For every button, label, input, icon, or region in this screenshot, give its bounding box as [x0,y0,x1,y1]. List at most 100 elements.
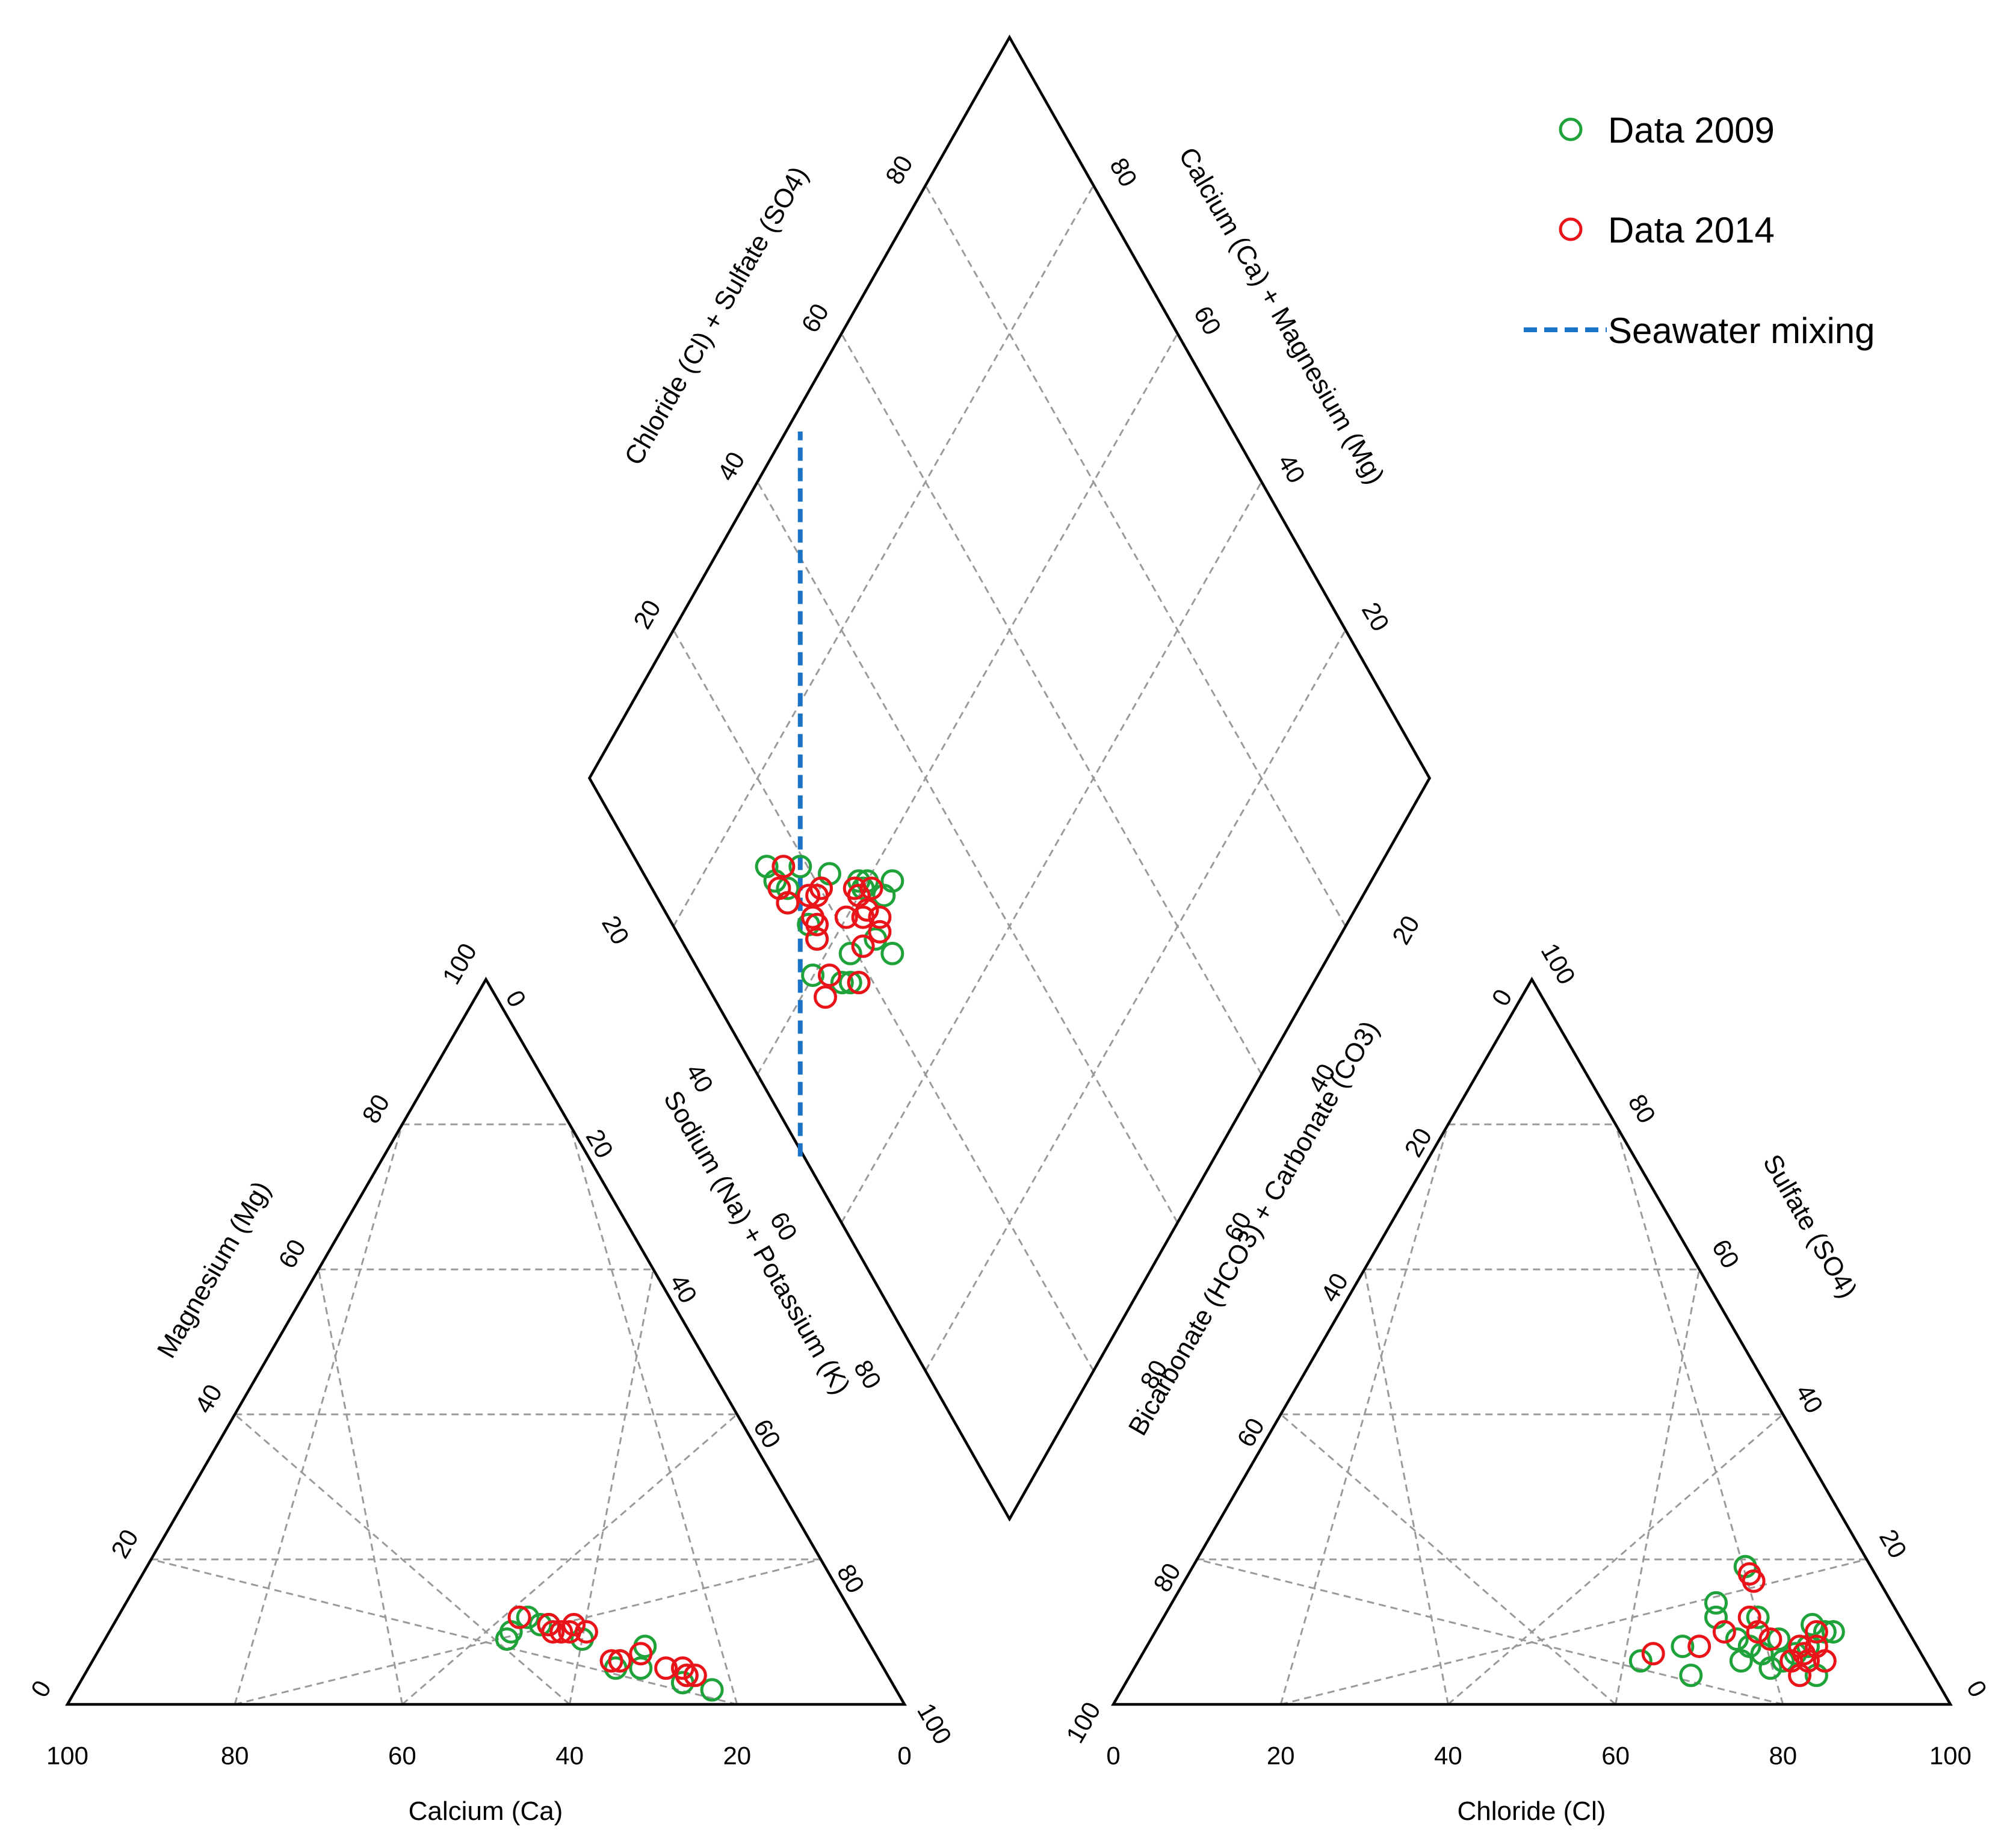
anion-point-2014 [1742,1569,1766,1593]
anion-point-2009 [1725,1627,1749,1651]
cation-point-2014 [654,1656,678,1680]
diamond-point-2009 [776,876,800,900]
diamond-right-tick-label: 60 [1189,301,1227,339]
anion-left-tick-label: 100 [1060,1697,1106,1748]
diamond-point-2014 [834,905,858,929]
diamond-lower-left-tick-label: 80 [849,1355,887,1394]
cation-point-2009 [629,1656,653,1680]
diamond-point-2014 [868,920,892,944]
anion-left-tick-label: 0 [1486,984,1517,1010]
cation-point-2014 [629,1642,653,1666]
axis-titles: Calcium (Ca) Magnesium (Mg) Sodium (Na) … [152,143,1863,1826]
cation-x-tick-label: 80 [221,1742,249,1770]
grid-line [1196,1558,1784,1706]
cation-right-tick-label: 100 [912,1698,957,1749]
cation-point-2014 [549,1620,574,1644]
legend: Data 2009 Data 2014 Seawater mixing [1524,110,1875,351]
anion-point-2014 [1813,1649,1837,1673]
cation-right-tick-label: 80 [832,1559,870,1598]
anion-point-2014 [1796,1649,1820,1673]
anion-x-tick-label: 100 [1929,1742,1971,1770]
diamond-right-tick-label: 80 [1104,153,1143,191]
cation-left-tick-label: 20 [105,1524,144,1563]
diamond-point-2014 [847,971,871,995]
cation-point-2014 [683,1663,707,1688]
grid-line [1447,1414,1784,1706]
anion-x-tick-label: 40 [1434,1742,1462,1770]
anion-point-2014 [1712,1620,1736,1644]
legend-label-mixing: Seawater mixing [1608,311,1875,351]
diamond-frame [587,34,1432,1522]
diamond-right-tick-label: 20 [1356,598,1395,636]
grid-line [1615,1269,1701,1705]
anion-right-tick-label: 60 [1707,1234,1745,1273]
cation-left-tick-label: 0 [25,1675,57,1702]
cation-point-2009 [700,1678,724,1702]
cation-point-2009 [516,1605,540,1629]
diamond-left-tick-label: 80 [880,150,918,189]
anion-point-2009 [1746,1605,1770,1629]
legend-marker-2014 [1559,217,1583,241]
diamond-point-2014 [805,927,829,951]
cation-x-tick-label: 0 [897,1742,911,1770]
diamond-point-2014 [851,934,875,958]
cation-point-2014 [675,1663,699,1688]
anion-point-2009 [1767,1627,1791,1651]
grid-line [1615,1124,1784,1705]
anion-point-2009 [1821,1620,1845,1644]
diamond-point-2014 [859,876,883,900]
cation-right-tick-label: 60 [748,1414,787,1453]
diamond-point-2014 [797,883,821,908]
grid-line [924,630,1347,1372]
cation-right-tick-label: 20 [581,1124,619,1163]
diamond-point-2009 [838,971,862,995]
cation-x-tick-label: 100 [46,1742,88,1770]
grid-line [1279,1124,1449,1705]
diamond-point-2014 [814,985,837,1009]
cation-point-2014 [507,1605,531,1629]
frame-outlines [65,34,1953,1706]
grid-line [1280,1414,1616,1706]
grid-line [569,1269,655,1705]
grid-line [317,1269,403,1705]
anion-x-tick-label: 20 [1267,1742,1295,1770]
grid-line [1280,1558,1867,1706]
diamond-lower-right-tick-label: 20 [1387,911,1425,949]
anion-point-2009 [1771,1649,1795,1673]
diamond-point-2009 [880,869,904,893]
legend-marker-2009 [1559,117,1583,141]
diamond-left-axis-title: Chloride (Cl) + Sulfate (SO4) [619,161,814,470]
cation-x-tick-label: 20 [723,1742,751,1770]
grid-line [672,185,1095,927]
diamond-point-2009 [880,941,904,965]
anion-point-2009 [1704,1591,1728,1615]
grid-line [401,1414,738,1706]
cation-right-tick-label: 0 [500,985,531,1012]
diamond-point-2014 [805,912,829,936]
diamond-point-2014 [771,855,796,879]
diamond-left-tick-label: 40 [712,447,750,486]
diamond-right-tick-label: 40 [1272,450,1311,488]
grid-line [1363,1269,1449,1705]
cation-point-2014 [599,1649,623,1673]
anion-left-tick-label: 80 [1148,1558,1186,1597]
anion-point-2009 [1679,1663,1703,1688]
cation-x-tick-label: 40 [555,1742,584,1770]
anion-x-tick-label: 80 [1769,1742,1797,1770]
cation-left-axis-title: Magnesium (Mg) [152,1177,276,1363]
diamond-point-2009 [801,964,825,987]
grid-line [233,1124,403,1705]
anion-point-2009 [1729,1649,1753,1673]
diamond-point-2014 [817,964,841,987]
diamond-point-2014 [805,883,829,908]
cation-left-tick-label: 40 [189,1379,227,1418]
grid-lines [150,185,1867,1706]
anion-x-axis-title: Chloride (Cl) [1458,1796,1606,1826]
diamond-point-2009 [788,855,812,879]
diamond-lower-left-tick-label: 20 [596,911,635,949]
cation-triangle-frame [65,976,907,1706]
anion-right-axis-title: Sulfate (SO4) [1757,1149,1863,1303]
anion-left-axis-title: Bicarbonate (HCO3) + Carbonate (CO3) [1123,1016,1385,1440]
